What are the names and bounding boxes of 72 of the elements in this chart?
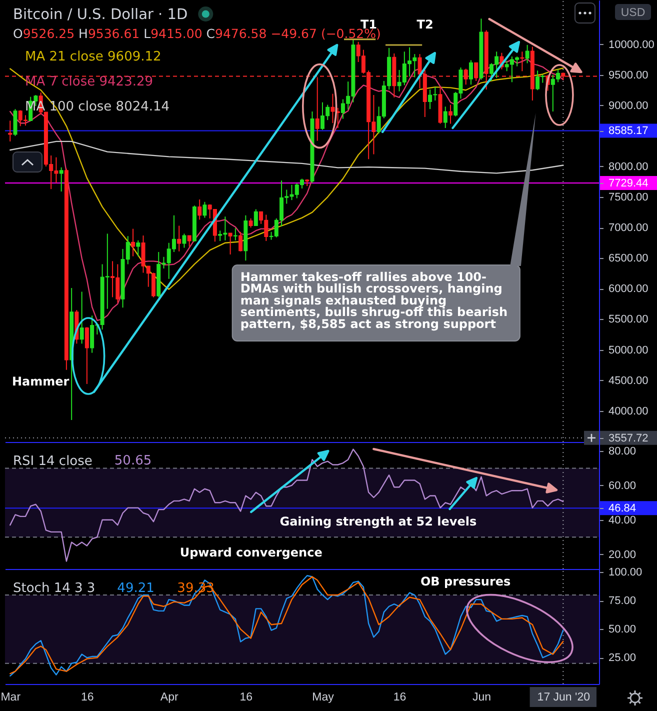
- annotation: Hammer: [12, 374, 70, 388]
- y-tick-label: 46.84: [608, 502, 636, 515]
- candlestick: [248, 218, 253, 228]
- candlestick: [177, 225, 182, 252]
- y-tick-label: 7500.00: [608, 192, 648, 204]
- candlestick: [80, 291, 84, 344]
- line-series: [10, 448, 564, 562]
- y-tick-label: 60.00: [608, 480, 636, 492]
- y-tick-label: 6000.00: [608, 283, 648, 296]
- candlestick: [315, 76, 320, 142]
- y-tick-label: 6500.00: [608, 252, 648, 265]
- candlestick: [131, 228, 136, 257]
- y-tick-label: 7729.44: [608, 178, 648, 190]
- x-tick-label: Mar: [0, 692, 21, 704]
- series-label: MA 21 close 9609.12: [25, 50, 162, 64]
- y-tick-label: 4500.00: [608, 374, 648, 387]
- candlestick: [182, 233, 186, 248]
- y-tick-label: 3557.72: [608, 432, 648, 444]
- y-tick-label: 75.00: [608, 595, 636, 608]
- line-series: [10, 140, 564, 174]
- y-tick-label: 8000.00: [608, 160, 648, 173]
- text: Bitcoin / U.S. Dollar · 1D: [13, 7, 188, 23]
- annotation: T2: [416, 18, 434, 32]
- y-tick-label: 50.00: [608, 624, 636, 636]
- candlestick: [418, 54, 422, 89]
- text: RSI 14 close: [13, 454, 92, 469]
- candlestick: [525, 44, 530, 64]
- candlestick: [84, 326, 89, 384]
- y-tick-label: 25.00: [608, 652, 636, 664]
- y-axis-title: USD: [620, 7, 646, 19]
- y-tick-label: 5500.00: [608, 314, 648, 326]
- x-tick-label: Apr: [160, 692, 178, 704]
- x-tick-label: Jun: [472, 692, 491, 704]
- candlestick: [254, 208, 258, 226]
- candlestick: [448, 104, 452, 124]
- text: Stoch 14 3 3: [13, 581, 96, 596]
- candlestick: [233, 228, 238, 241]
- x-tick-label: 16: [81, 692, 94, 704]
- candlestick: [238, 231, 243, 252]
- candlestick: [59, 166, 64, 192]
- annotation: OB pressures: [420, 574, 511, 588]
- y-tick-label: 4000.00: [608, 405, 648, 418]
- candlestick: [443, 106, 448, 128]
- y-tick-label: 8585.17: [608, 125, 648, 138]
- candlestick: [202, 201, 207, 218]
- x-tick-label: 17 Jun '20: [537, 692, 590, 704]
- y-tick-label: 7000.00: [608, 222, 648, 234]
- x-tick-label: May: [312, 692, 334, 704]
- series-label: 49.21: [117, 580, 154, 596]
- annotation: Gaining strength at 52 levels: [280, 514, 477, 528]
- candlestick: [13, 108, 18, 136]
- y-tick-label: 9500.00: [608, 69, 648, 82]
- candlestick: [474, 62, 478, 82]
- y-tick-label: 80.00: [608, 445, 636, 458]
- y-tick-label: 20.00: [608, 548, 636, 561]
- candlestick: [228, 232, 232, 255]
- x-tick-label: 16: [393, 692, 406, 704]
- y-tick-label: 10000.00: [608, 38, 654, 51]
- y-tick-label: 5000.00: [608, 344, 648, 356]
- candlestick: [136, 240, 140, 257]
- text: MA 7 close 9423.29: [25, 74, 154, 90]
- text: 50.65: [114, 454, 152, 468]
- y-tick-label: 40.00: [608, 514, 636, 526]
- y-tick-label: 100.00: [608, 566, 642, 579]
- candlestick: [187, 235, 192, 248]
- candlestick: [468, 60, 473, 86]
- annotation: Hammer takes-off rallies above 100-DMAs with bullish crossovers, hanging man signals exhausted buying sentiments, bulls shrug-off this bearish pattern, $8,585 act as strong support: [240, 270, 512, 331]
- y-tick-label: 9000.00: [608, 100, 648, 112]
- x-tick-label: 16: [240, 692, 253, 704]
- annotation: Upward convergence: [180, 546, 322, 560]
- candlestick: [198, 198, 202, 220]
- candlestick: [330, 93, 335, 124]
